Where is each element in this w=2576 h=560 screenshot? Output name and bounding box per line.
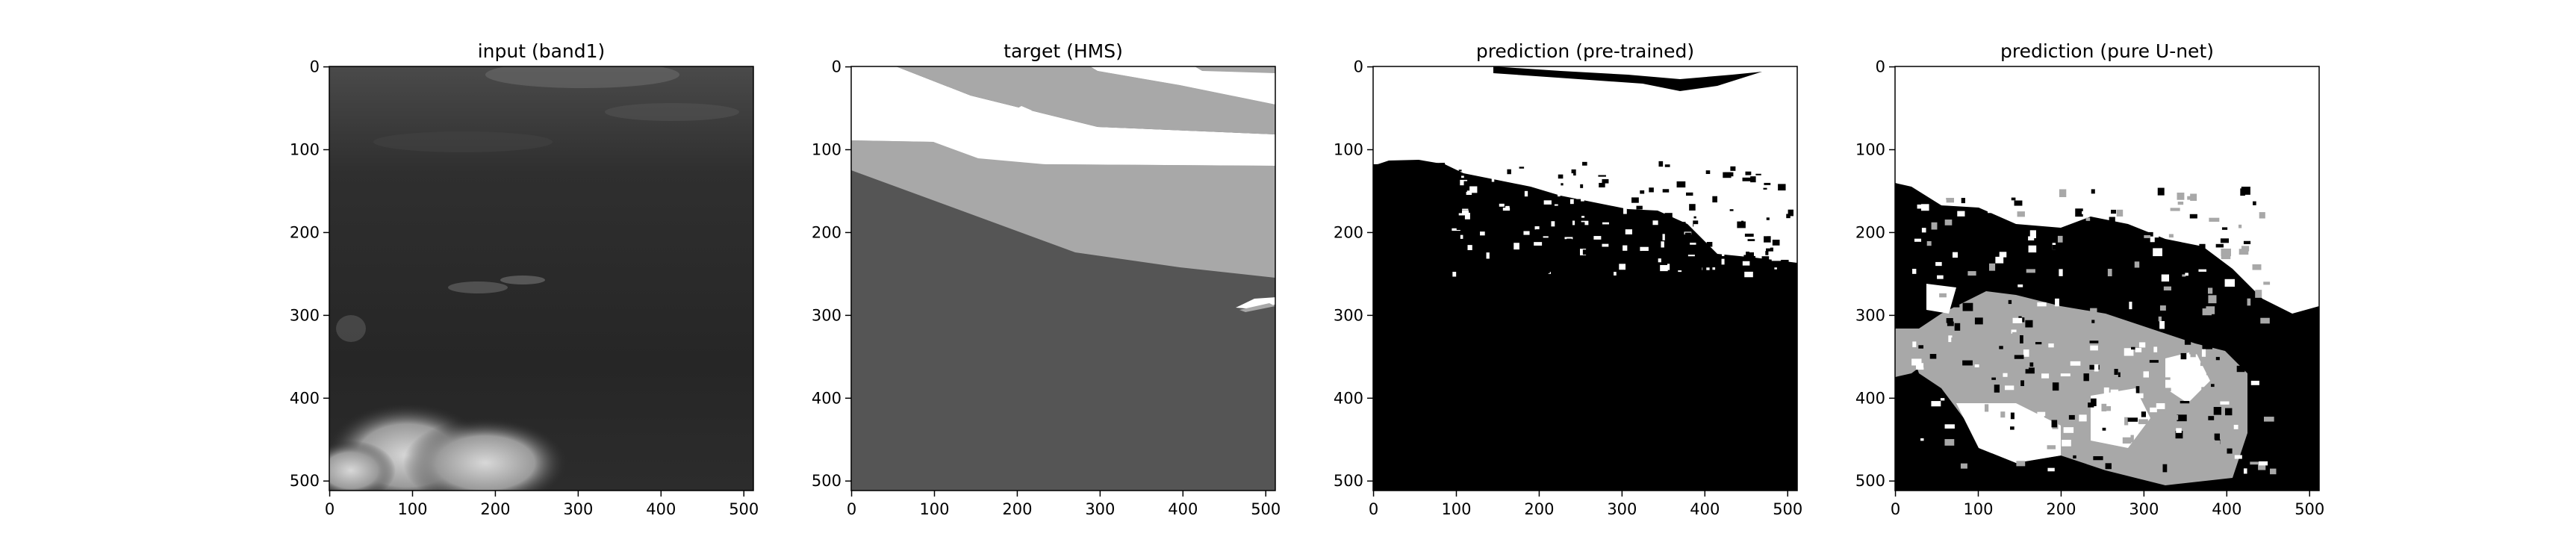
panel-title-pretrained: prediction (pre-trained)	[1476, 40, 1694, 62]
panel-target: target (HMS) 0 100 200 300 400 500 0 100 200 300…	[812, 40, 1281, 518]
x-tick-label: 300	[1607, 500, 1637, 518]
axes-frame-target	[850, 66, 1276, 491]
pretrained-speckle	[1449, 161, 1793, 278]
x-tick-label: 300	[1085, 500, 1115, 518]
y-tick-label: 200	[1334, 223, 1363, 241]
x-tick-label: 300	[2129, 500, 2159, 518]
y-tick-label: 0	[1354, 58, 1363, 76]
x-tick-label: 500	[1773, 500, 1802, 518]
y-axis-pretrained: 0 100 200 300 400 500	[1334, 58, 1373, 490]
x-tick-label: 100	[1441, 500, 1471, 518]
x-tick-label: 400	[646, 500, 676, 518]
target-image	[851, 66, 1275, 491]
y-tick-label: 300	[1855, 306, 1885, 324]
x-tick-label: 200	[2046, 500, 2076, 518]
y-tick-label: 100	[290, 140, 320, 158]
y-tick-label: 100	[1855, 140, 1885, 158]
y-axis-input: 0 100 200 300 400 500	[290, 58, 329, 490]
y-axis-unet: 0 100 200 300 400 500	[1855, 58, 1895, 490]
panel-pretrained: prediction (pre-trained) 0 100 200 300 400 50…	[1334, 40, 1802, 518]
x-tick-label: 0	[325, 500, 335, 518]
y-tick-label: 300	[812, 306, 841, 324]
x-tick-label: 500	[2295, 500, 2324, 518]
y-tick-label: 0	[310, 58, 320, 76]
axes-frame-pretrained	[1372, 66, 1798, 491]
y-tick-label: 500	[1334, 472, 1363, 490]
x-tick-label: 100	[397, 500, 427, 518]
x-tick-label: 500	[1251, 500, 1281, 518]
panel-title-unet: prediction (pure U-net)	[2000, 40, 2214, 62]
x-tick-label: 0	[1369, 500, 1378, 518]
input-image	[329, 66, 753, 491]
x-tick-label: 200	[1524, 500, 1554, 518]
panel-unet: prediction (pure U-net) 0 100 200 300 400 500…	[1855, 40, 2324, 518]
x-axis-pretrained: 0 100 200 300 400 500	[1369, 491, 1802, 518]
x-tick-label: 0	[847, 500, 856, 518]
x-tick-label: 200	[480, 500, 510, 518]
panel-title-input: input (band1)	[478, 40, 606, 62]
x-tick-label: 400	[1690, 500, 1720, 518]
x-tick-label: 400	[1168, 500, 1198, 518]
y-tick-label: 500	[290, 472, 320, 490]
y-axis-target: 0 100 200 300 400 500	[812, 58, 851, 490]
axes-frame-unet	[1894, 66, 2320, 491]
y-tick-label: 200	[290, 223, 320, 241]
y-tick-label: 500	[812, 472, 841, 490]
x-tick-label: 300	[563, 500, 593, 518]
panel-input: input (band1) 0 100 200 300 400 500 0 100 200 30…	[290, 40, 759, 518]
y-tick-label: 400	[812, 389, 841, 407]
y-tick-label: 500	[1855, 472, 1885, 490]
y-tick-label: 100	[1334, 140, 1363, 158]
y-tick-label: 100	[812, 140, 841, 158]
unet-speckle	[1911, 187, 2277, 475]
x-tick-label: 400	[2212, 500, 2241, 518]
y-tick-label: 400	[1334, 389, 1363, 407]
pretrained-image	[1373, 66, 1797, 491]
x-tick-label: 200	[1002, 500, 1032, 518]
x-tick-label: 0	[1891, 500, 1900, 518]
axes-frame-input	[329, 66, 754, 491]
y-tick-label: 200	[1855, 223, 1885, 241]
x-axis-unet: 0 100 200 300 400 500	[1891, 491, 2324, 518]
y-tick-label: 0	[832, 58, 841, 76]
y-tick-label: 300	[290, 306, 320, 324]
x-tick-label: 500	[729, 500, 759, 518]
y-tick-label: 400	[290, 389, 320, 407]
x-axis-input: 0 100 200 300 400 500	[325, 491, 759, 518]
x-axis-target: 0 100 200 300 400 500	[847, 491, 1281, 518]
unet-image	[1895, 66, 2319, 491]
y-tick-label: 300	[1334, 306, 1363, 324]
y-tick-label: 0	[1876, 58, 1885, 76]
y-tick-label: 200	[812, 223, 841, 241]
y-tick-label: 400	[1855, 389, 1885, 407]
panel-title-target: target (HMS)	[1004, 40, 1123, 62]
x-tick-label: 100	[919, 500, 949, 518]
x-tick-label: 100	[1963, 500, 1993, 518]
